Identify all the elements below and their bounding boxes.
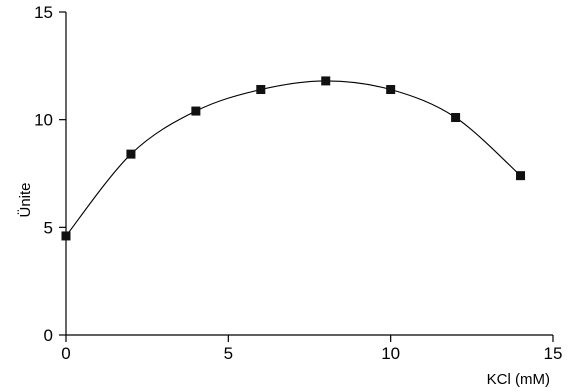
series-0-point-2 — [191, 106, 201, 116]
series-0-point-4 — [321, 76, 331, 86]
y-tick-label-2: 10 — [34, 111, 53, 130]
series-0-point-6 — [451, 113, 461, 123]
ticks: 0 5 10 15 0 5 10 15 — [34, 3, 562, 363]
axes — [65, 12, 553, 336]
y-tick-label-0: 0 — [44, 326, 53, 345]
x-tick-label-2: 10 — [381, 344, 400, 363]
series-0-point-5 — [386, 85, 396, 95]
series-0-point-1 — [126, 149, 136, 159]
y-axis-label: Ünite — [16, 182, 34, 217]
series-0-point-3 — [256, 85, 266, 95]
x-tick-label-1: 5 — [224, 344, 233, 363]
series-0-point-0 — [61, 231, 71, 241]
y-tick-label-3: 15 — [34, 3, 53, 22]
y-tick-label-1: 5 — [44, 218, 53, 237]
x-tick-label-3: 15 — [544, 344, 563, 363]
x-tick-label-0: 0 — [61, 344, 70, 363]
series-0-point-7 — [516, 171, 526, 181]
series — [61, 76, 526, 241]
x-axis-label: KCl (mM) — [487, 371, 550, 388]
